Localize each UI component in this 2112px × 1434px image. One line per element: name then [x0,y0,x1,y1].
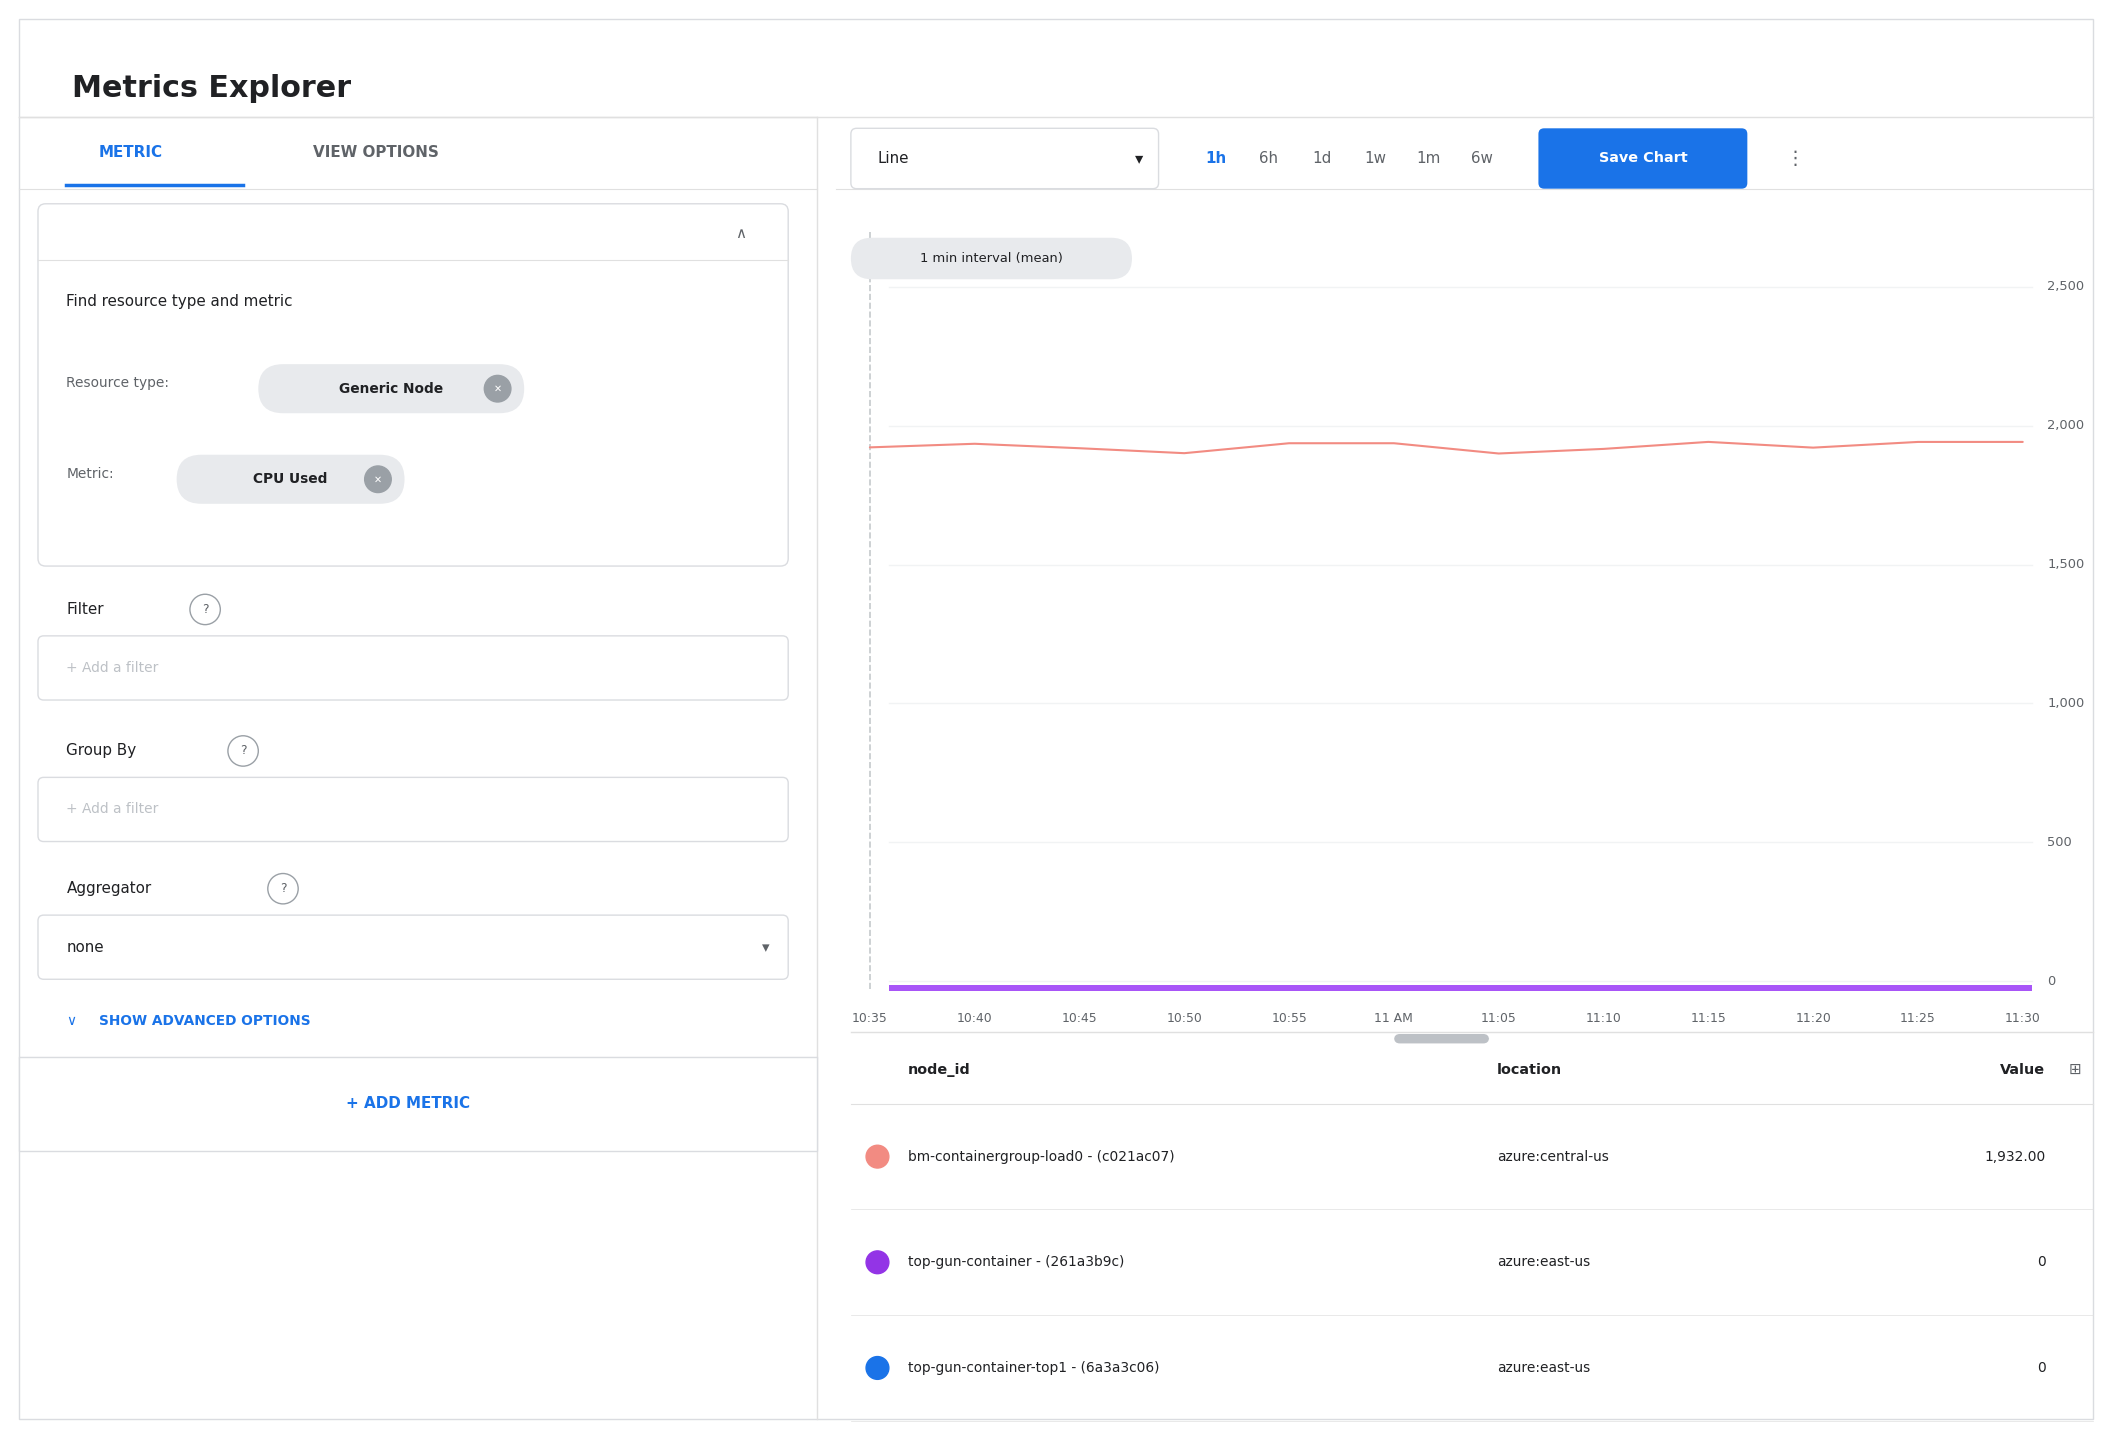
FancyBboxPatch shape [38,777,788,842]
Text: Find resource type and metric: Find resource type and metric [65,294,294,310]
Text: 11:15: 11:15 [1690,1012,1726,1025]
Text: Aggregator: Aggregator [65,882,152,896]
Text: Value: Value [2000,1063,2047,1077]
Bar [19,1057,817,1152]
Circle shape [866,1250,889,1273]
FancyBboxPatch shape [1394,1034,1489,1044]
Text: ∨: ∨ [65,1014,76,1028]
Text: ⊞: ⊞ [2068,1063,2080,1077]
Text: 10:35: 10:35 [851,1012,887,1025]
Text: 1,500: 1,500 [2047,558,2085,571]
Text: 1 min interval (mean): 1 min interval (mean) [921,252,1062,265]
FancyBboxPatch shape [38,635,788,700]
Text: + ADD METRIC: + ADD METRIC [346,1097,471,1111]
Text: bm-containergroup-load0 - (c021ac07): bm-containergroup-load0 - (c021ac07) [908,1150,1174,1163]
FancyBboxPatch shape [851,238,1132,280]
FancyBboxPatch shape [258,364,524,413]
Text: 11:10: 11:10 [1586,1012,1622,1025]
Text: 10:50: 10:50 [1166,1012,1202,1025]
Text: top-gun-container - (261a3b9c): top-gun-container - (261a3b9c) [908,1255,1124,1269]
Text: 1,000: 1,000 [2047,697,2085,710]
Text: 1d: 1d [1312,151,1331,166]
Text: Resource type:: Resource type: [65,376,169,390]
Text: 1w: 1w [1364,151,1385,166]
Text: 2,000: 2,000 [2047,419,2085,432]
Text: location: location [1497,1063,1561,1077]
Bar [889,985,2032,991]
Text: ✕: ✕ [494,384,503,394]
FancyBboxPatch shape [38,204,788,566]
Circle shape [365,466,391,492]
Text: 11 AM: 11 AM [1375,1012,1413,1025]
Text: 500: 500 [2047,836,2072,849]
Text: 10:55: 10:55 [1271,1012,1307,1025]
Circle shape [484,376,511,402]
Text: ?: ? [203,602,209,617]
Text: Group By: Group By [65,743,137,759]
Text: 11:30: 11:30 [2004,1012,2040,1025]
Text: Line: Line [876,151,908,166]
Text: SHOW ADVANCED OPTIONS: SHOW ADVANCED OPTIONS [99,1014,310,1028]
Text: 0: 0 [2036,1361,2047,1375]
Text: azure:central-us: azure:central-us [1497,1150,1609,1163]
Text: node_id: node_id [908,1063,972,1077]
Text: ?: ? [241,744,247,757]
Text: Filter: Filter [65,602,103,617]
Text: 1h: 1h [1206,151,1227,166]
Text: 1m: 1m [1415,151,1440,166]
Text: ✕: ✕ [374,475,382,485]
Text: 6h: 6h [1259,151,1278,166]
FancyBboxPatch shape [851,128,1159,189]
Text: ▾: ▾ [1136,151,1145,166]
Text: 11:05: 11:05 [1481,1012,1516,1025]
Text: 11:20: 11:20 [1795,1012,1831,1025]
FancyBboxPatch shape [1538,128,1747,189]
Text: top-gun-container-top1 - (6a3a3c06): top-gun-container-top1 - (6a3a3c06) [908,1361,1159,1375]
Text: ?: ? [279,882,287,895]
Text: Generic Node: Generic Node [340,381,444,396]
Text: 10:45: 10:45 [1062,1012,1098,1025]
Text: CPU Used: CPU Used [253,472,327,486]
Text: Metric:: Metric: [65,466,114,480]
Circle shape [866,1146,889,1169]
Text: 10:40: 10:40 [957,1012,993,1025]
Text: 1,932.00: 1,932.00 [1985,1150,2047,1163]
Text: ⋮: ⋮ [1785,149,1804,168]
Text: azure:east-us: azure:east-us [1497,1255,1590,1269]
Text: 11:25: 11:25 [1901,1012,1937,1025]
Text: 2,500: 2,500 [2047,280,2085,294]
FancyBboxPatch shape [177,455,406,503]
Text: METRIC: METRIC [99,145,163,161]
Text: VIEW OPTIONS: VIEW OPTIONS [313,145,439,161]
Text: + Add a filter: + Add a filter [65,661,158,675]
Text: Save Chart: Save Chart [1599,152,1687,165]
Text: ▾: ▾ [762,939,769,955]
Text: 6w: 6w [1470,151,1493,166]
Text: + Add a filter: + Add a filter [65,803,158,816]
Text: azure:east-us: azure:east-us [1497,1361,1590,1375]
Text: Metrics Explorer: Metrics Explorer [72,75,351,103]
Circle shape [866,1357,889,1380]
Text: ∧: ∧ [735,227,746,241]
Text: 0: 0 [2036,1255,2047,1269]
Text: 0: 0 [2047,975,2055,988]
FancyBboxPatch shape [38,915,788,979]
Text: none: none [65,939,103,955]
